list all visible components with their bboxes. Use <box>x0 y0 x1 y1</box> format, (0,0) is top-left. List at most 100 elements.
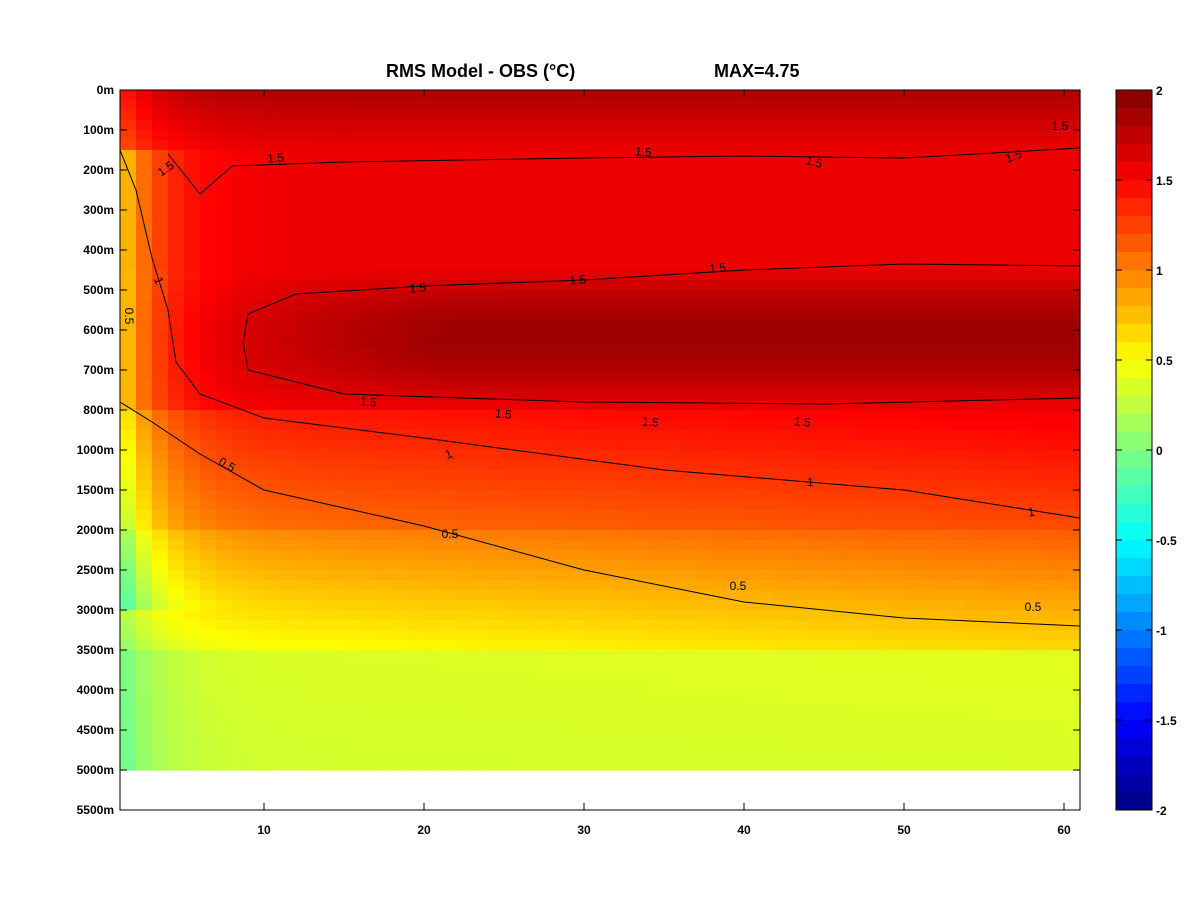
heatmap-cell <box>712 530 729 541</box>
heatmap-cell <box>312 200 329 211</box>
heatmap-cell <box>584 130 601 141</box>
heatmap-cell <box>760 740 777 751</box>
heatmap-cell <box>120 660 137 671</box>
heatmap-cell <box>440 210 457 221</box>
heatmap-cell <box>872 360 889 371</box>
heatmap-cell <box>328 670 345 681</box>
heatmap-cell <box>504 720 521 731</box>
heatmap-cell <box>184 620 201 631</box>
heatmap-cell <box>184 480 201 491</box>
heatmap-cell <box>1016 500 1033 511</box>
heatmap-cell <box>424 290 441 301</box>
heatmap-cell <box>440 450 457 461</box>
heatmap-cell <box>152 100 169 111</box>
heatmap-cell <box>584 740 601 751</box>
heatmap-cell <box>296 280 313 291</box>
heatmap-cell <box>696 460 713 471</box>
heatmap-cell <box>488 620 505 631</box>
heatmap-cell <box>744 280 761 291</box>
heatmap-cell <box>328 280 345 291</box>
heatmap-cell <box>872 220 889 231</box>
heatmap-cell <box>952 410 969 421</box>
heatmap-cell <box>1032 600 1049 611</box>
heatmap-cell <box>200 610 217 621</box>
heatmap-cell <box>1064 400 1081 411</box>
heatmap-cell <box>120 310 137 321</box>
heatmap-cell <box>680 330 697 341</box>
heatmap-cell <box>824 700 841 711</box>
heatmap-cell <box>136 590 153 601</box>
heatmap-cell <box>952 370 969 381</box>
heatmap-cell <box>1032 290 1049 301</box>
heatmap-cell <box>408 640 425 651</box>
heatmap-cell <box>904 750 921 761</box>
heatmap-cell <box>184 730 201 741</box>
heatmap-cell <box>472 90 489 101</box>
heatmap-cell <box>264 410 281 421</box>
heatmap-cell <box>872 140 889 151</box>
heatmap-cell <box>184 580 201 591</box>
heatmap-cell <box>1000 130 1017 141</box>
heatmap-cell <box>792 750 809 761</box>
heatmap-cell <box>792 360 809 371</box>
heatmap-cell <box>824 670 841 681</box>
heatmap-cell <box>280 580 297 591</box>
heatmap-cell <box>552 750 569 761</box>
heatmap-cell <box>328 680 345 691</box>
heatmap-cell <box>184 210 201 221</box>
heatmap-cell <box>168 110 185 121</box>
heatmap-cell <box>664 120 681 131</box>
heatmap-cell <box>872 190 889 201</box>
heatmap-cell <box>888 720 905 731</box>
heatmap-cell <box>472 750 489 761</box>
heatmap-cell <box>472 110 489 121</box>
heatmap-cell <box>776 330 793 341</box>
heatmap-cell <box>328 390 345 401</box>
heatmap-cell <box>200 750 217 761</box>
heatmap-cell <box>856 600 873 611</box>
heatmap-cell <box>136 130 153 141</box>
heatmap-cell <box>712 710 729 721</box>
heatmap-cell <box>776 440 793 451</box>
heatmap-cell <box>488 240 505 251</box>
heatmap-cell <box>888 740 905 751</box>
heatmap-cell <box>1000 280 1017 291</box>
heatmap-cell <box>1000 720 1017 731</box>
heatmap-cell <box>840 260 857 271</box>
heatmap-cell <box>696 660 713 671</box>
heatmap-cell <box>232 300 249 311</box>
heatmap-cell <box>1064 760 1081 771</box>
heatmap-cell <box>1000 500 1017 511</box>
heatmap-cell <box>424 130 441 141</box>
heatmap-cell <box>168 680 185 691</box>
heatmap-cell <box>936 480 953 491</box>
heatmap-cell <box>120 160 137 171</box>
heatmap-cell <box>216 700 233 711</box>
heatmap-cell <box>1016 120 1033 131</box>
heatmap-cell <box>232 530 249 541</box>
heatmap-cell <box>632 520 649 531</box>
heatmap-cell <box>1048 160 1065 171</box>
heatmap-cell <box>936 440 953 451</box>
heatmap-cell <box>888 400 905 411</box>
heatmap-cell <box>168 480 185 491</box>
heatmap-cell <box>120 400 137 411</box>
heatmap-cell <box>392 290 409 301</box>
heatmap-cell <box>664 580 681 591</box>
contour-line-1 <box>119 149 1081 519</box>
heatmap-cell <box>568 490 585 501</box>
heatmap-cell <box>488 480 505 491</box>
heatmap-cell <box>536 90 553 101</box>
heatmap-cell <box>792 560 809 571</box>
heatmap-cell <box>872 200 889 211</box>
heatmap-cell <box>376 320 393 331</box>
heatmap-cell <box>744 400 761 411</box>
heatmap-cell <box>936 370 953 381</box>
heatmap-cell <box>984 330 1001 341</box>
heatmap-cell <box>152 600 169 611</box>
heatmap-cell <box>360 510 377 521</box>
heatmap-cell <box>1016 530 1033 541</box>
heatmap-cell <box>120 450 137 461</box>
heatmap-cell <box>168 200 185 211</box>
heatmap-cell <box>1048 320 1065 331</box>
